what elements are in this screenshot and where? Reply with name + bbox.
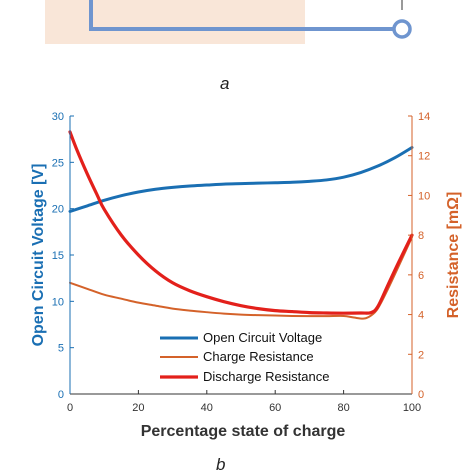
legend-label-discharge-resistance: Discharge Resistance <box>203 369 329 384</box>
series-layer <box>68 130 414 320</box>
legend: Open Circuit Voltage Charge Resistance D… <box>155 326 351 388</box>
x-axis-label: Percentage state of charge <box>141 423 346 440</box>
y-right-tick-label: 0 <box>418 389 424 401</box>
y-right-tick-label: 2 <box>418 349 424 361</box>
series-discharge-resistance <box>68 130 414 315</box>
y-left-tick-label: 30 <box>52 111 64 123</box>
panel-a-caption: a <box>220 74 229 93</box>
y-right-tick-label: 6 <box>418 270 424 282</box>
y-left-tick-label: 25 <box>52 157 64 169</box>
y-right-tick-label: 12 <box>418 151 430 163</box>
circuit-wire <box>89 0 393 31</box>
x-tick-label: 0 <box>67 402 73 414</box>
series-charge-resistance <box>69 236 413 320</box>
legend-label-open-circuit-voltage: Open Circuit Voltage <box>203 330 322 345</box>
legend-label-charge-resistance: Charge Resistance <box>203 349 314 364</box>
y-left-tick-label: 5 <box>58 343 64 355</box>
y-right-tick-label: 10 <box>418 190 430 202</box>
y-right-tick-label: 8 <box>418 230 424 242</box>
y-left-tick-label: 0 <box>58 389 64 401</box>
y-left-tick-label: 20 <box>52 204 64 216</box>
panel-a-fill <box>45 0 305 44</box>
y-right-tick-label: 14 <box>418 111 430 123</box>
x-tick-label: 100 <box>403 402 421 414</box>
y-axis-label-left: Open Circuit Voltage [V] <box>30 164 47 347</box>
x-tick-label: 60 <box>269 402 281 414</box>
y-left-tick-label: 15 <box>52 250 64 262</box>
series-open-circuit-voltage <box>68 146 414 213</box>
panel-b-caption: b <box>216 455 225 474</box>
circuit-terminal <box>392 19 412 39</box>
y-axis-label-right: Resistance [mΩ] <box>445 192 462 319</box>
x-tick-label: 20 <box>132 402 144 414</box>
y-right-tick-label: 4 <box>418 310 424 322</box>
x-tick-label: 40 <box>201 402 213 414</box>
panel-a: a <box>45 0 412 93</box>
x-tick-label: 80 <box>337 402 349 414</box>
y-left-tick-label: 10 <box>52 296 64 308</box>
